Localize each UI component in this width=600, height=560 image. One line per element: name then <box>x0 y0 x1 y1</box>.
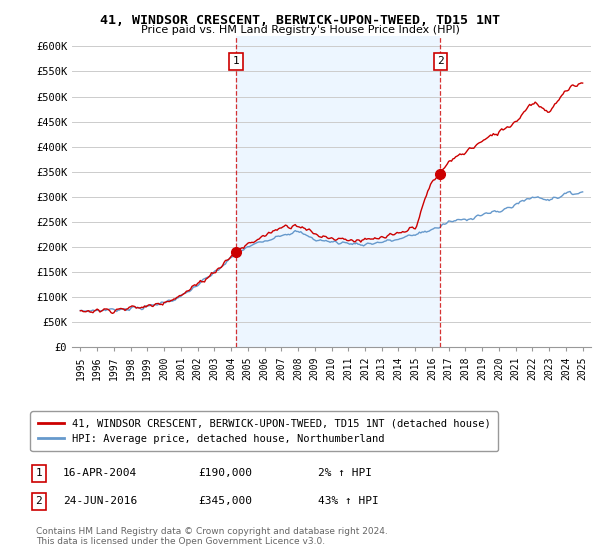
Text: 16-APR-2004: 16-APR-2004 <box>63 468 137 478</box>
Text: £190,000: £190,000 <box>198 468 252 478</box>
Text: 24-JUN-2016: 24-JUN-2016 <box>63 496 137 506</box>
Text: 1: 1 <box>233 57 239 67</box>
Bar <box>236 36 440 347</box>
Text: 41, WINDSOR CRESCENT, BERWICK-UPON-TWEED, TD15 1NT: 41, WINDSOR CRESCENT, BERWICK-UPON-TWEED… <box>100 14 500 27</box>
Text: 2: 2 <box>35 496 43 506</box>
Text: 2: 2 <box>437 57 443 67</box>
Text: £345,000: £345,000 <box>198 496 252 506</box>
Text: Contains HM Land Registry data © Crown copyright and database right 2024.
This d: Contains HM Land Registry data © Crown c… <box>36 526 388 546</box>
Text: Price paid vs. HM Land Registry's House Price Index (HPI): Price paid vs. HM Land Registry's House … <box>140 25 460 35</box>
Legend: 41, WINDSOR CRESCENT, BERWICK-UPON-TWEED, TD15 1NT (detached house), HPI: Averag: 41, WINDSOR CRESCENT, BERWICK-UPON-TWEED… <box>31 412 498 451</box>
Text: 43% ↑ HPI: 43% ↑ HPI <box>318 496 379 506</box>
Text: 1: 1 <box>35 468 43 478</box>
Text: 2% ↑ HPI: 2% ↑ HPI <box>318 468 372 478</box>
